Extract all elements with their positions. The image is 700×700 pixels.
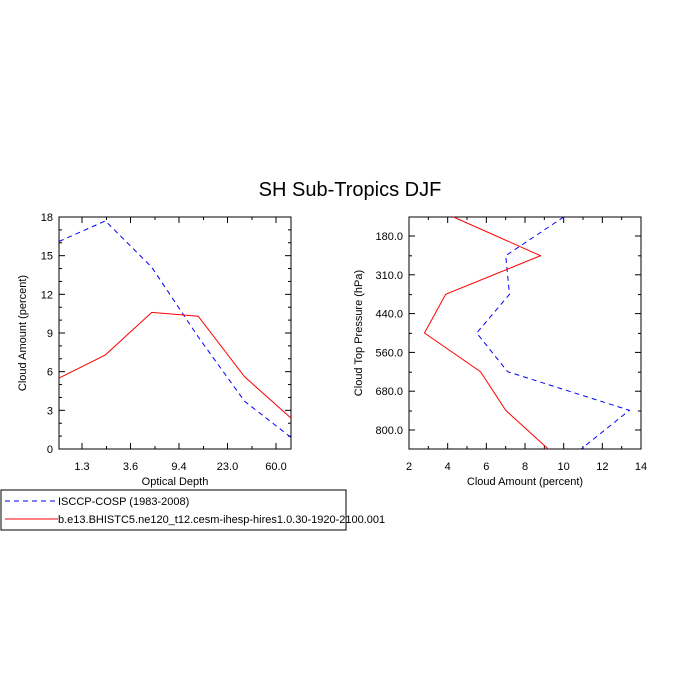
cloud-top-pressure-panel: 2 4 6 8 10 12 14 180.0 310.0 440.0 560.0 680.0 800.0…	[353, 216, 647, 488]
plot-frame	[58, 216, 292, 450]
x-tick-label: 12	[596, 461, 608, 473]
x-tick-label: 9.4	[171, 461, 186, 473]
y-tick-label: 680.0	[375, 386, 403, 398]
y-tick-label: 440.0	[375, 309, 403, 321]
y-tick-label: 800.0	[375, 425, 403, 437]
x-tick-label: 60.0	[265, 461, 286, 473]
y-tick-label: 9	[47, 328, 53, 340]
legend-frame	[0, 489, 347, 531]
y-tick-label: 180.0	[375, 231, 403, 243]
x-tick-label: 4	[445, 461, 451, 473]
x-tick-label: 10	[558, 461, 570, 473]
x-tick-label: 2	[406, 461, 412, 473]
x-tick-label: 23.0	[217, 461, 238, 473]
y-tick-label: 18	[41, 212, 53, 224]
x-tick-label: 3.6	[123, 461, 138, 473]
series-line-model	[423, 216, 549, 450]
x-tick-label: 8	[522, 461, 528, 473]
plot-frame	[408, 216, 642, 450]
legend-label-model: b.e13.BHISTC5.ne120_t12.cesm-ihesp-hires…	[58, 514, 385, 526]
y-tick-label: 310.0	[375, 270, 403, 282]
x-axis-label: Optical Depth	[142, 476, 209, 488]
series-line-isccp	[58, 220, 292, 438]
legend-label-isccp: ISCCP-COSP (1983-2008)	[58, 496, 189, 508]
y-tick-label: 3	[47, 405, 53, 417]
y-tick-label: 0	[47, 444, 53, 456]
x-tick-label: 14	[635, 461, 647, 473]
y-tick-label: 560.0	[375, 347, 403, 359]
y-tick-label: 15	[41, 251, 53, 263]
y-axis-label: Cloud Amount (percent)	[17, 275, 29, 391]
y-tick-label: 6	[47, 367, 53, 379]
optical-depth-panel: 1.3 3.6 9.4 23.0 60.0 0 3 6 9 12 15 18 Optical Dept…	[17, 212, 292, 488]
x-tick-label: 1.3	[74, 461, 89, 473]
y-axis-label: Cloud Top Pressure (hPa)	[353, 270, 365, 396]
chart-title: SH Sub-Tropics DJF	[259, 179, 442, 201]
x-axis-label: Cloud Amount (percent)	[467, 476, 583, 488]
y-tick-label: 12	[41, 289, 53, 301]
x-tick-label: 6	[483, 461, 489, 473]
legend: ISCCP-COSP (1983-2008) b.e13.BHISTC5.ne1…	[0, 489, 385, 531]
series-line-isccp	[476, 216, 631, 450]
series-line-model	[58, 311, 292, 419]
